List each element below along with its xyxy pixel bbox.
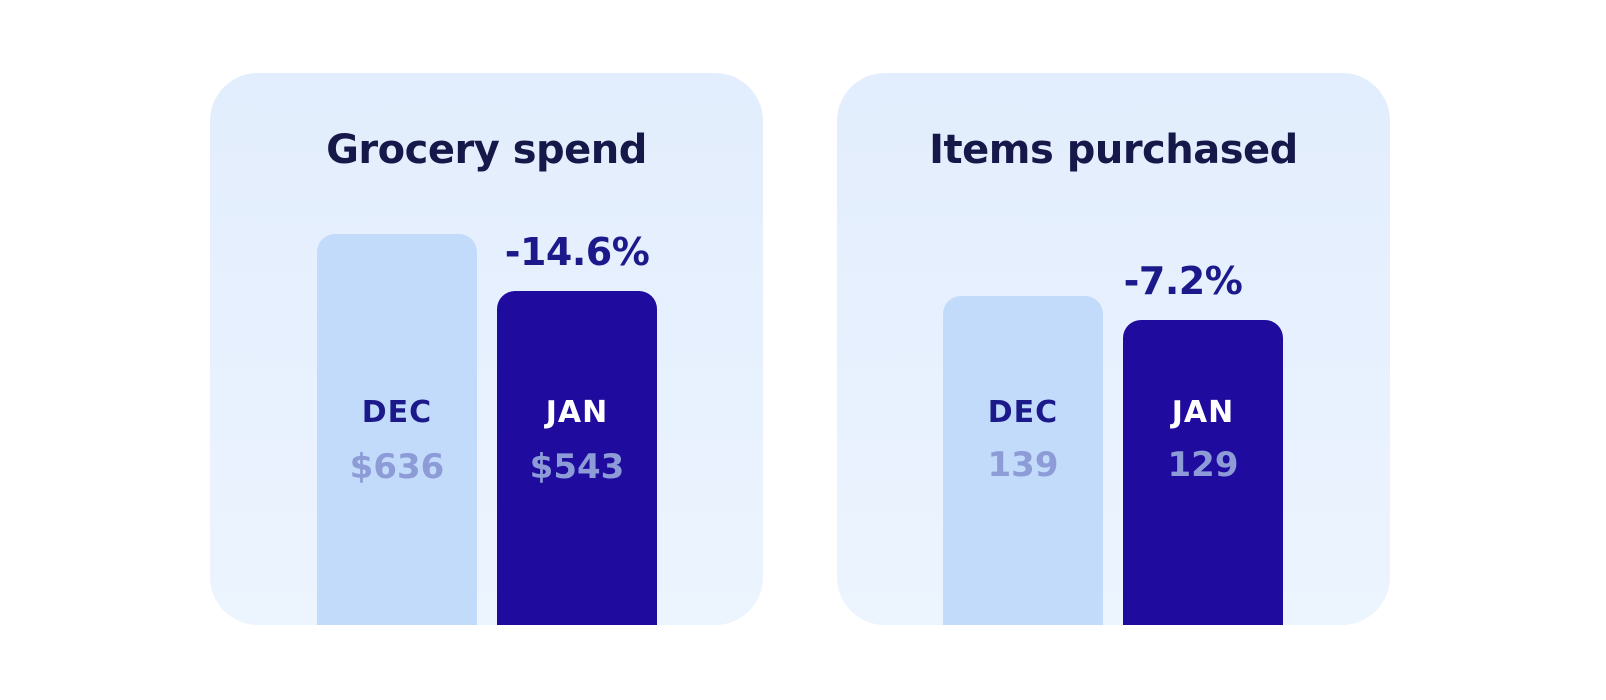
grocery-jan-value: $543 bbox=[529, 447, 625, 487]
grocery-dec-label: DEC bbox=[361, 395, 433, 430]
grocery-spend-title: Grocery spend bbox=[326, 127, 647, 173]
grocery-spend-card: Grocery spend DEC $636 JAN $543 -14.6% bbox=[210, 73, 763, 625]
items-change-label: -7.2% bbox=[1123, 259, 1243, 303]
items-purchased-title: Items purchased bbox=[929, 127, 1298, 173]
items-jan-value: 129 bbox=[1167, 445, 1239, 485]
items-jan-label: JAN bbox=[1171, 395, 1235, 430]
items-purchased-card: Items purchased DEC 139 JAN 129 -7.2% bbox=[837, 73, 1390, 625]
grocery-jan-label: JAN bbox=[545, 395, 609, 430]
grocery-jan-bar bbox=[497, 291, 657, 625]
grocery-dec-bar bbox=[317, 234, 477, 625]
grocery-dec-value: $636 bbox=[349, 447, 445, 487]
items-dec-value: 139 bbox=[987, 445, 1059, 485]
grocery-change-label: -14.6% bbox=[504, 230, 650, 274]
items-dec-label: DEC bbox=[987, 395, 1059, 430]
items-dec-bar bbox=[943, 296, 1103, 625]
items-jan-bar bbox=[1123, 320, 1283, 625]
